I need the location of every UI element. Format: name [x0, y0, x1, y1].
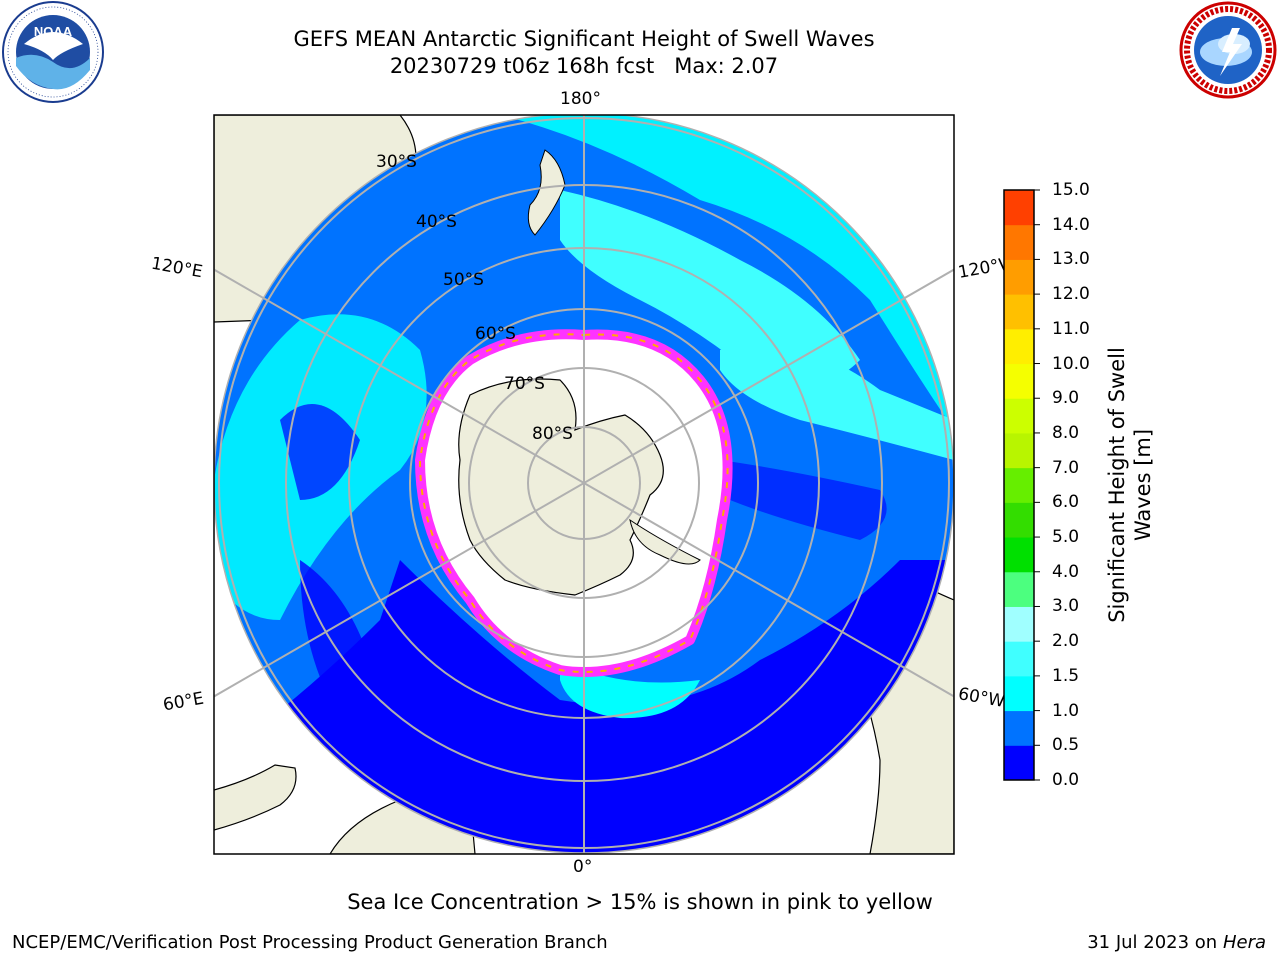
colorbar-tick-label: 15.0 — [1052, 180, 1090, 200]
colorbar-tick-label: 7.0 — [1052, 457, 1080, 478]
colorbar-segment — [1004, 641, 1034, 677]
noaa-logo: NOAA — [0, 0, 106, 106]
nws-logo — [1176, 0, 1280, 100]
lon-label-180: 180° — [560, 89, 601, 109]
lat-label-40s: 40°S — [416, 212, 457, 232]
svg-text:NOAA: NOAA — [34, 24, 73, 39]
colorbar — [1003, 189, 1040, 781]
title-line-1: GEFS MEAN Antarctic Significant Height o… — [293, 27, 875, 51]
colorbar-segment — [1004, 745, 1034, 781]
colorbar-label-line-2: Waves [m] — [1131, 428, 1155, 542]
colorbar-tick-label: 8.0 — [1052, 422, 1080, 443]
colorbar-frame — [1003, 189, 1035, 781]
new-zealand-land — [527, 149, 566, 236]
colorbar-tick-label: 3.0 — [1052, 596, 1080, 617]
colorbar-segment — [1004, 537, 1034, 573]
colorbar-segment — [1004, 571, 1034, 607]
colorbar-tick-label: 1.0 — [1052, 700, 1080, 721]
lon-label-0: 0° — [573, 857, 593, 877]
colorbar-segment — [1004, 398, 1034, 434]
footer-host: Hera — [1222, 932, 1266, 953]
antarctica-land — [458, 378, 664, 596]
colorbar-tick-label: 1.5 — [1052, 665, 1080, 686]
colorbar-segment — [1004, 294, 1034, 330]
lat-label-30s: 30°S — [376, 152, 417, 172]
colorbar-segment — [1004, 710, 1034, 746]
title-line-2: 20230729 t06z 168h fcst Max: 2.07 — [389, 54, 779, 78]
colorbar-segment — [1004, 328, 1034, 365]
colorbar-segment — [1004, 259, 1034, 295]
colorbar-tick-label: 4.0 — [1052, 561, 1080, 582]
antarctic-peninsula — [629, 518, 701, 565]
map-frame — [213, 114, 955, 855]
footer-date: 31 Jul 2023 on Hera — [1087, 932, 1266, 953]
colorbar-label: Significant Height of Swell Waves [m] — [1104, 347, 1156, 623]
colorbar-tick-label: 6.0 — [1052, 492, 1080, 513]
colorbar-tick-label: 14.0 — [1052, 214, 1090, 235]
colorbar-segment — [1004, 190, 1034, 226]
colorbar-tick-label: 10.0 — [1052, 353, 1090, 374]
colorbar-tick-label: 2.0 — [1052, 631, 1080, 652]
colorbar-segment — [1004, 432, 1034, 469]
colorbar-tick-label: 12.0 — [1052, 284, 1090, 305]
colorbar-tick-label: 0.0 — [1052, 770, 1080, 790]
colorbar-label-line-1: Significant Height of Swell — [1105, 347, 1129, 623]
lat-label-80s: 80°S — [532, 424, 573, 444]
colorbar-segment — [1004, 675, 1034, 712]
lat-label-60s: 60°S — [475, 324, 516, 344]
colorbar-segment — [1004, 502, 1034, 538]
colorbar-tick-label: 13.0 — [1052, 249, 1090, 270]
lat-label-50s: 50°S — [443, 270, 484, 290]
colorbar-tick-label: 0.5 — [1052, 735, 1080, 756]
colorbar-tick-label: 11.0 — [1052, 318, 1090, 339]
lat-label-70s: 70°S — [504, 374, 545, 394]
graticule — [214, 115, 954, 853]
colorbar-segment — [1004, 363, 1034, 399]
footer-organization: NCEP/EMC/Verification Post Processing Pr… — [12, 932, 608, 953]
colorbar-segment — [1004, 606, 1034, 642]
colorbar-tick-label: 5.0 — [1052, 527, 1080, 548]
map-title: GEFS MEAN Antarctic Significant Height o… — [184, 26, 984, 80]
sea-ice-note: Sea Ice Concentration > 15% is shown in … — [347, 890, 933, 914]
colorbar-segment — [1004, 467, 1034, 503]
footer-date-text: 31 Jul 2023 on — [1087, 932, 1223, 953]
colorbar-segment — [1004, 224, 1034, 260]
madagascar-land — [214, 764, 297, 831]
colorbar-tick-label: 9.0 — [1052, 388, 1080, 409]
